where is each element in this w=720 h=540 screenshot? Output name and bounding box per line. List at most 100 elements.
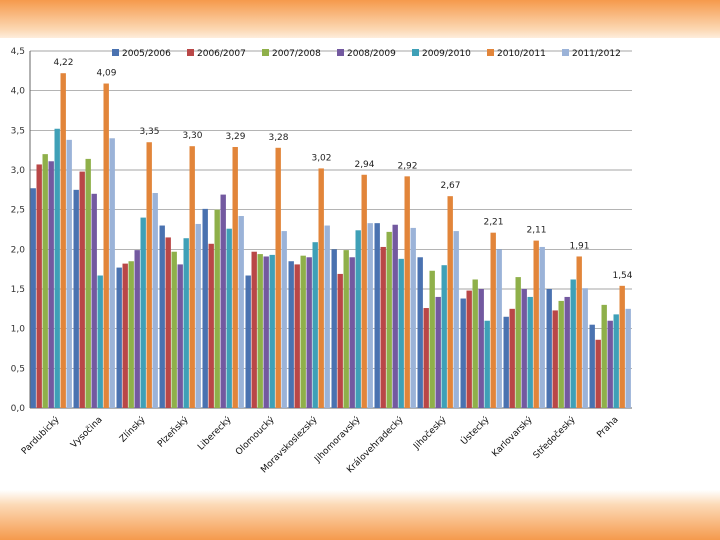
y-tick-label: 3,5 <box>11 126 25 136</box>
bar <box>300 255 306 408</box>
bar <box>601 304 607 408</box>
bar <box>269 254 275 408</box>
bar <box>355 230 361 408</box>
bar <box>306 257 312 408</box>
y-tick-label: 3,0 <box>11 166 26 176</box>
bar <box>251 251 257 408</box>
data-label: 1,54 <box>612 271 632 281</box>
bar <box>36 164 42 408</box>
bar <box>208 243 214 408</box>
legend-label: 2007/2008 <box>272 49 321 59</box>
bar <box>214 209 220 408</box>
bar <box>380 246 386 408</box>
bar <box>613 314 619 408</box>
bar <box>509 308 515 408</box>
data-label: 3,02 <box>311 153 331 163</box>
bar <box>232 146 238 408</box>
bar <box>625 308 631 408</box>
data-label: 2,92 <box>397 161 417 171</box>
bar <box>490 232 496 408</box>
bar <box>589 324 595 408</box>
bar <box>220 194 226 408</box>
bar <box>576 256 582 408</box>
category-label: Karlovarský <box>490 415 535 460</box>
bar <box>429 270 435 408</box>
bar <box>558 300 564 408</box>
bar <box>146 142 152 408</box>
category-label: Ústecký <box>458 413 492 447</box>
bar <box>281 231 287 408</box>
bar <box>66 139 72 408</box>
bar <box>54 128 60 408</box>
chart-panel: 0,0 0,5 1,0 1,5 2,0 2,5 3,0 3,5 4,0 4,5 4,22 Pardub… <box>0 38 720 490</box>
bar <box>109 138 115 408</box>
bar <box>453 231 459 408</box>
bar <box>361 174 367 408</box>
bar <box>91 193 97 408</box>
legend-swatch <box>187 49 194 56</box>
category-label: Středočeský <box>531 414 578 461</box>
bar <box>324 225 330 408</box>
bar <box>423 308 429 408</box>
y-tick-label: 4,5 <box>11 47 25 57</box>
y-tick-label: 2,5 <box>11 206 25 216</box>
y-tick-label: 2,0 <box>11 245 26 255</box>
bar <box>312 242 318 408</box>
bar <box>116 267 122 408</box>
bar <box>343 250 349 408</box>
bar <box>171 251 177 408</box>
legend-swatch <box>262 49 269 56</box>
bar <box>503 316 509 408</box>
bar <box>349 257 355 408</box>
bar <box>374 223 380 408</box>
legend-label: 2006/2007 <box>197 49 246 59</box>
bar <box>533 240 539 408</box>
bar <box>367 223 373 408</box>
bar <box>134 250 140 408</box>
bar <box>288 261 294 408</box>
bar <box>441 265 447 408</box>
bar <box>238 216 244 408</box>
bar <box>275 147 281 408</box>
bar <box>122 263 128 408</box>
legend-swatch <box>337 49 344 56</box>
category-label: Vysočina <box>68 414 104 450</box>
bar <box>30 188 36 408</box>
bar <box>263 256 269 408</box>
data-label: 2,94 <box>354 160 374 170</box>
legend-label: 2005/2006 <box>122 49 171 59</box>
data-label: 4,22 <box>53 58 73 68</box>
category-label: Jihočeský <box>411 414 449 452</box>
bar <box>582 288 588 408</box>
data-label: 3,35 <box>139 127 159 137</box>
bar <box>515 277 521 408</box>
data-label: 2,67 <box>440 181 460 191</box>
bar <box>103 83 109 408</box>
bar <box>404 176 410 408</box>
bar <box>435 296 441 408</box>
legend-swatch <box>562 49 569 56</box>
bar <box>607 320 613 408</box>
bar <box>152 193 158 408</box>
bar <box>189 146 195 408</box>
bar <box>318 168 324 408</box>
data-label: 4,09 <box>96 69 116 79</box>
bar <box>570 279 576 408</box>
category-label: Plzeňský <box>155 414 191 450</box>
bar <box>128 261 134 408</box>
bar <box>472 279 478 408</box>
data-label: 1,91 <box>569 241 589 251</box>
bar <box>85 158 91 408</box>
bar <box>552 310 558 408</box>
y-tick-label: 4,0 <box>11 87 26 97</box>
bar <box>48 161 54 408</box>
bar <box>331 249 337 408</box>
bar <box>337 273 343 408</box>
legend-swatch <box>487 49 494 56</box>
bar <box>392 224 398 408</box>
bar <box>165 237 171 408</box>
legend-swatch <box>112 49 119 56</box>
legend-swatch <box>412 49 419 56</box>
bar <box>466 290 472 408</box>
bar <box>159 225 165 408</box>
